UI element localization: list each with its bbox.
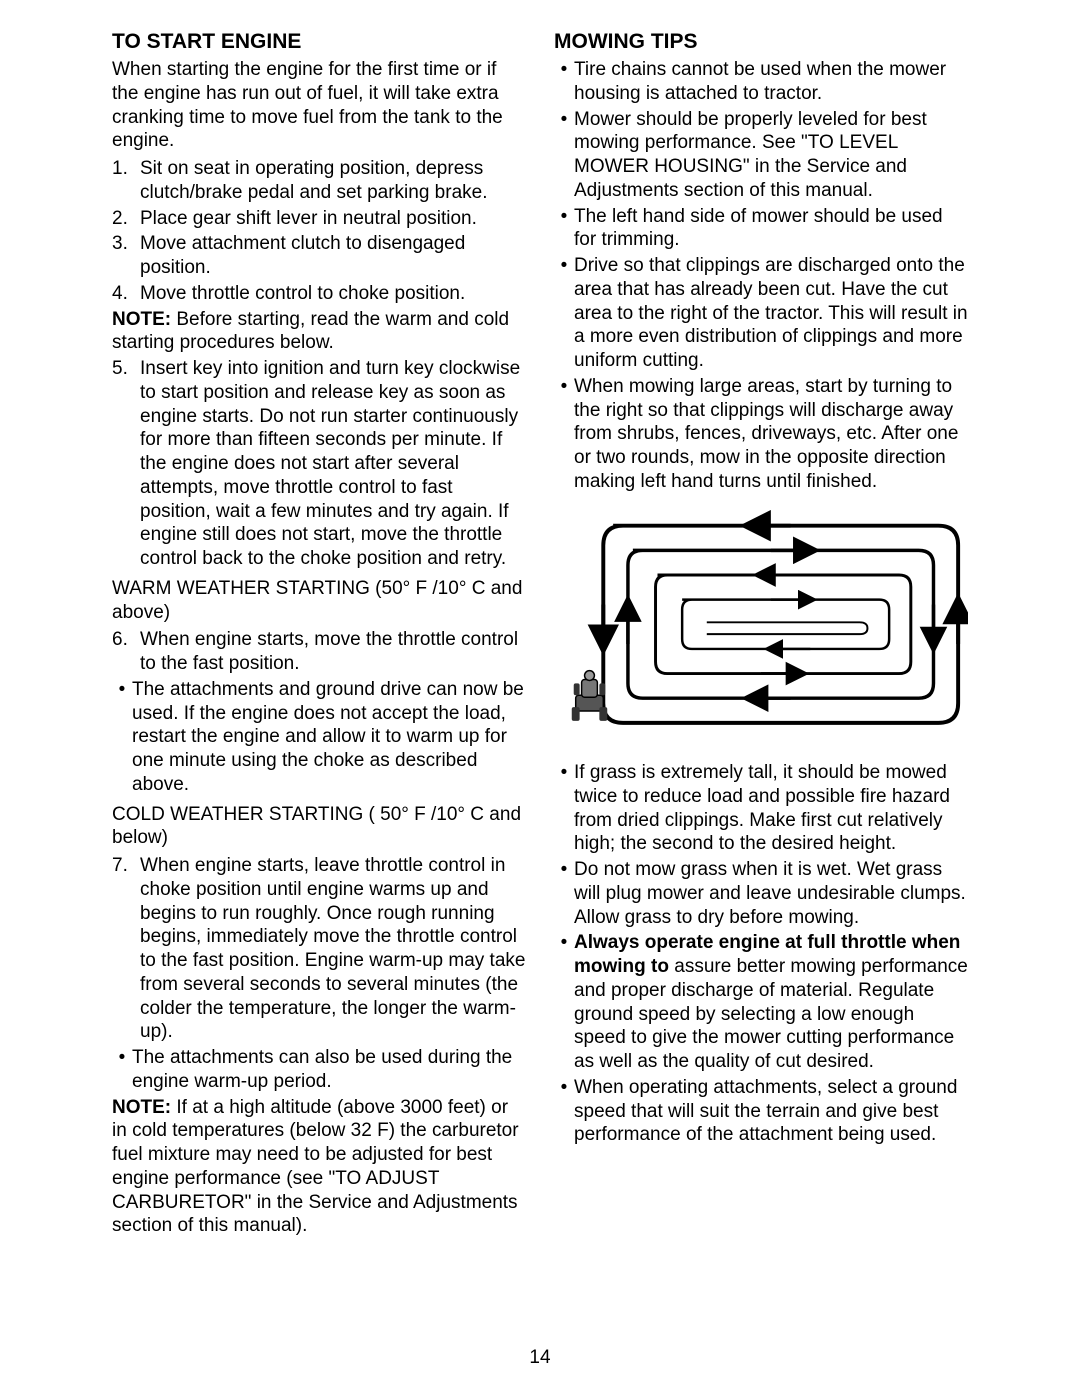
mowing-pattern-diagram bbox=[554, 506, 968, 748]
step-text: When engine starts, move the throttle co… bbox=[140, 628, 526, 676]
list-item: •Mower should be properly leveled for be… bbox=[554, 108, 968, 203]
step-text: Move throttle control to choke position. bbox=[140, 282, 526, 306]
step-number: 5. bbox=[112, 357, 140, 571]
warm-weather-heading: WARM WEATHER STARTING (50° F /10° C and … bbox=[112, 577, 526, 625]
heading-mowing-tips: MOWING TIPS bbox=[554, 30, 968, 54]
bullet-text: The attachments can also be used during … bbox=[132, 1046, 526, 1094]
intro-paragraph: When starting the engine for the first t… bbox=[112, 58, 526, 153]
bullet-icon: • bbox=[554, 1076, 574, 1147]
step-text: Place gear shift lever in neutral positi… bbox=[140, 207, 526, 231]
bullet-icon: • bbox=[554, 931, 574, 1074]
note-1: NOTE: Before starting, read the warm and… bbox=[112, 308, 526, 356]
step-number: 1. bbox=[112, 157, 140, 205]
bullet-text: If grass is extremely tall, it should be… bbox=[574, 761, 968, 856]
bullet-text: The left hand side of mower should be us… bbox=[574, 205, 968, 253]
step-text: When engine starts, leave throttle contr… bbox=[140, 854, 526, 1044]
list-item: •The attachments and ground drive can no… bbox=[112, 678, 526, 797]
step-item: 4.Move throttle control to choke positio… bbox=[112, 282, 526, 306]
step-item: 1.Sit on seat in operating position, dep… bbox=[112, 157, 526, 205]
step-7: 7.When engine starts, leave throttle con… bbox=[112, 854, 526, 1044]
left-column: TO START ENGINE When starting the engine… bbox=[112, 30, 526, 1240]
bullet-icon: • bbox=[112, 678, 132, 797]
step-item: 3.Move attachment clutch to disengaged p… bbox=[112, 232, 526, 280]
step-item: 7.When engine starts, leave throttle con… bbox=[112, 854, 526, 1044]
bullet-text: When operating attachments, select a gro… bbox=[574, 1076, 968, 1147]
step-number: 7. bbox=[112, 854, 140, 1044]
cold-bullets: •The attachments can also be used during… bbox=[112, 1046, 526, 1094]
step-text: Sit on seat in operating position, depre… bbox=[140, 157, 526, 205]
note-2: NOTE: If at a high altitude (above 3000 … bbox=[112, 1096, 526, 1239]
step-item: 5.Insert key into ignition and turn key … bbox=[112, 357, 526, 571]
bullet-text: The attachments and ground drive can now… bbox=[132, 678, 526, 797]
bullet-text: Tire chains cannot be used when the mowe… bbox=[574, 58, 968, 106]
step-number: 6. bbox=[112, 628, 140, 676]
tips-top: •Tire chains cannot be used when the mow… bbox=[554, 58, 968, 494]
list-item: •When operating attachments, select a gr… bbox=[554, 1076, 968, 1147]
bullet-icon: • bbox=[554, 58, 574, 106]
note-text: If at a high altitude (above 3000 feet) … bbox=[112, 1097, 519, 1237]
bullet-text: When mowing large areas, start by turnin… bbox=[574, 375, 968, 494]
step-text: Insert key into ignition and turn key cl… bbox=[140, 357, 526, 571]
list-item: •Tire chains cannot be used when the mow… bbox=[554, 58, 968, 106]
step-6: 6.When engine starts, move the throttle … bbox=[112, 628, 526, 676]
list-item: •If grass is extremely tall, it should b… bbox=[554, 761, 968, 856]
bullet-text: Always operate engine at full throttle w… bbox=[574, 931, 968, 1074]
tips-bottom: •If grass is extremely tall, it should b… bbox=[554, 761, 968, 1147]
list-item: •The left hand side of mower should be u… bbox=[554, 205, 968, 253]
right-column: MOWING TIPS •Tire chains cannot be used … bbox=[554, 30, 968, 1240]
steps-1-4: 1.Sit on seat in operating position, dep… bbox=[112, 157, 526, 306]
step-text: Move attachment clutch to disengaged pos… bbox=[140, 232, 526, 280]
bullet-text: Mower should be properly leveled for bes… bbox=[574, 108, 968, 203]
bullet-icon: • bbox=[554, 205, 574, 253]
rest-text: When operating attachments, select a gro… bbox=[574, 1077, 957, 1146]
rest-text: If grass is extremely tall, it should be… bbox=[574, 762, 950, 854]
list-item: •The attachments can also be used during… bbox=[112, 1046, 526, 1094]
step-number: 2. bbox=[112, 207, 140, 231]
page-body: TO START ENGINE When starting the engine… bbox=[0, 0, 1080, 1240]
warm-bullets: •The attachments and ground drive can no… bbox=[112, 678, 526, 797]
note-label: NOTE: bbox=[112, 1097, 171, 1118]
step-number: 3. bbox=[112, 232, 140, 280]
list-item: •Do not mow grass when it is wet. Wet gr… bbox=[554, 858, 968, 929]
note-text: Before starting, read the warm and cold … bbox=[112, 309, 509, 354]
list-item: •When mowing large areas, start by turni… bbox=[554, 375, 968, 494]
cold-weather-heading: COLD WEATHER STARTING ( 50° F /10° C and… bbox=[112, 803, 526, 851]
bullet-icon: • bbox=[554, 375, 574, 494]
bullet-text: Do not mow grass when it is wet. Wet gra… bbox=[574, 858, 968, 929]
rest-text: Do not mow grass when it is wet. Wet gra… bbox=[574, 859, 966, 928]
step-item: 2.Place gear shift lever in neutral posi… bbox=[112, 207, 526, 231]
list-item: •Always operate engine at full throttle … bbox=[554, 931, 968, 1074]
note-label: NOTE: bbox=[112, 309, 171, 330]
bullet-text: Drive so that clippings are discharged o… bbox=[574, 254, 968, 373]
step-5: 5.Insert key into ignition and turn key … bbox=[112, 357, 526, 571]
mowing-path-svg bbox=[554, 506, 968, 743]
bullet-icon: • bbox=[554, 254, 574, 373]
bullet-icon: • bbox=[112, 1046, 132, 1094]
heading-start-engine: TO START ENGINE bbox=[112, 30, 526, 54]
bullet-icon: • bbox=[554, 858, 574, 929]
list-item: •Drive so that clippings are discharged … bbox=[554, 254, 968, 373]
page-number: 14 bbox=[0, 1347, 1080, 1369]
step-item: 6.When engine starts, move the throttle … bbox=[112, 628, 526, 676]
step-number: 4. bbox=[112, 282, 140, 306]
bullet-icon: • bbox=[554, 108, 574, 203]
bullet-icon: • bbox=[554, 761, 574, 856]
